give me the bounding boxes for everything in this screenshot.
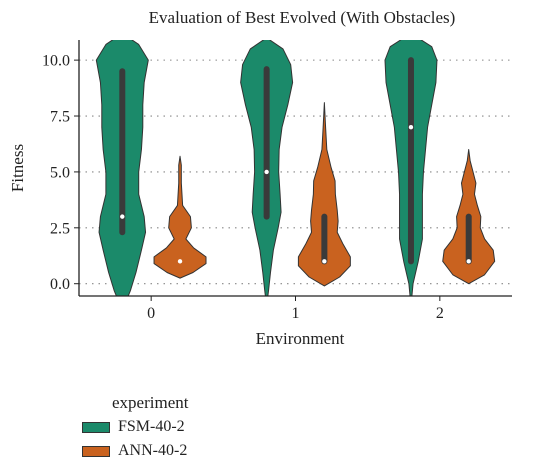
x-tick-label: 2 — [436, 305, 444, 322]
y-tick-label: 2.5 — [50, 220, 70, 237]
legend-swatch-fsm — [82, 421, 110, 433]
y-tick-label: 7.5 — [50, 109, 70, 126]
chart-title: Evaluation of Best Evolved (With Obstacl… — [149, 8, 456, 27]
median-marker — [466, 259, 471, 264]
y-axis-ticks: 0.0 2.5 5.0 7.5 10.0 — [42, 53, 79, 293]
y-tick-label: 0.0 — [50, 276, 70, 293]
x-axis-label: Environment — [256, 329, 345, 348]
x-tick-label: 1 — [292, 305, 300, 322]
median-marker — [120, 214, 125, 219]
y-axis-label: Fitness — [8, 144, 27, 192]
median-marker — [322, 259, 327, 264]
box-markers — [119, 57, 472, 265]
y-tick-label: 10.0 — [42, 53, 70, 70]
legend-label-fsm: FSM-40-2 — [118, 418, 185, 435]
legend-label-ann: ANN-40-2 — [118, 442, 188, 459]
gridlines — [79, 59, 512, 285]
y-tick-label: 5.0 — [50, 164, 70, 181]
legend-item-ann: ANN-40-2 — [80, 440, 300, 462]
median-marker — [264, 169, 269, 175]
legend-item-fsm: FSM-40-2 — [80, 416, 300, 438]
legend-title: experiment — [112, 393, 189, 412]
legend: experiment FSM-40-2 ANN-40-2 — [80, 392, 300, 462]
violins — [95, 40, 496, 296]
violin-chart: Evaluation of Best Evolved (With Obstacl… — [8, 8, 512, 348]
x-axis-ticks: 0 1 2 — [147, 296, 444, 322]
x-tick-label: 0 — [147, 305, 155, 322]
median-marker — [408, 124, 414, 130]
median-marker — [177, 259, 183, 264]
violin-ann-40-2-1 — [297, 102, 351, 287]
legend-swatch-ann — [82, 445, 110, 457]
violin-ann-40-2-0 — [153, 155, 207, 279]
